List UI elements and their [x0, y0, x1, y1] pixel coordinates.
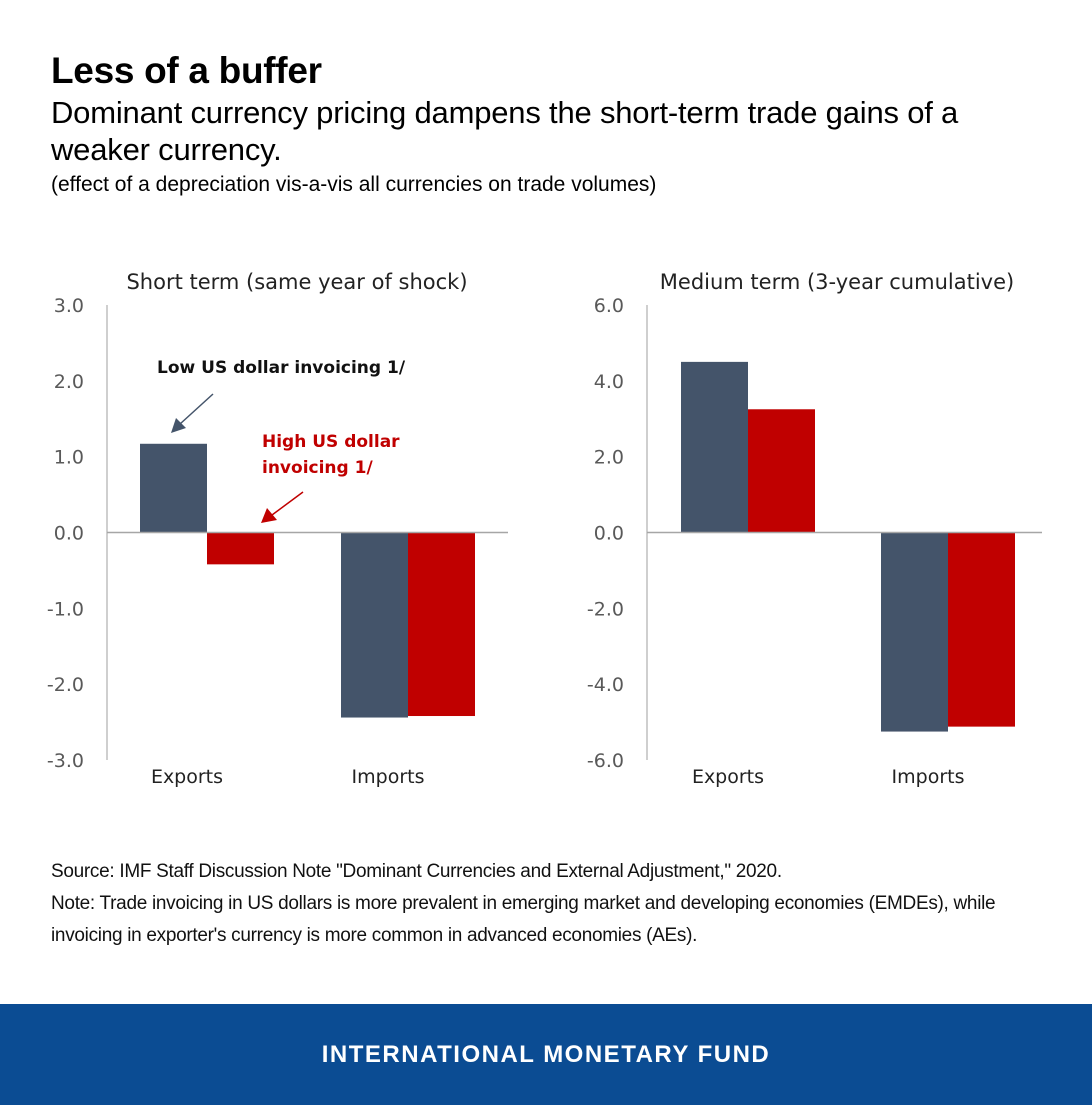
- y-tick-label: 3.0: [54, 295, 84, 317]
- y-tick-label: -4.0: [587, 674, 624, 696]
- bar-low-exports: [681, 361, 748, 533]
- medium-term-chart: Medium term (3-year cumulative) 6.0 4.0 2.0…: [540, 258, 1086, 798]
- annotation-high-usd-line1: High US dollar: [262, 432, 400, 452]
- annotation-arrowhead-low: [171, 418, 186, 433]
- medium-term-chart-svg: Medium term (3-year cumulative) 6.0 4.0 2.0…: [587, 270, 1042, 788]
- chart-header: Less of a buffer Dominant currency prici…: [51, 50, 1051, 198]
- annotation-arrow-low: [179, 393, 214, 425]
- short-term-chart-svg: Short term (same year of shock) 3.0 2.0 1.0…: [47, 270, 508, 788]
- y-tick-label: 6.0: [594, 295, 624, 317]
- bar-high-imports: [408, 532, 475, 717]
- page-title: Less of a buffer: [51, 50, 322, 91]
- page-subtitle: Dominant currency pricing dampens the sh…: [51, 95, 959, 167]
- source-note: Source: IMF Staff Discussion Note "Domin…: [51, 861, 782, 882]
- organization-name: INTERNATIONAL MONETARY FUND: [321, 1040, 771, 1068]
- x-category-label: Imports: [352, 766, 425, 788]
- bar-low-imports: [881, 532, 948, 732]
- bar-high-exports: [207, 532, 274, 565]
- annotation-high-usd-line2: invoicing 1/: [262, 458, 373, 478]
- bar-low-exports: [140, 443, 207, 533]
- bar-high-exports: [748, 409, 815, 533]
- footnotes: Source: IMF Staff Discussion Note "Domin…: [51, 856, 1051, 952]
- x-category-label: Exports: [151, 766, 223, 788]
- y-tick-label: -1.0: [47, 598, 84, 620]
- bar-high-imports: [948, 532, 1015, 727]
- annotation-arrowhead-high: [261, 508, 277, 523]
- y-tick-label: -2.0: [47, 674, 84, 696]
- y-tick-label: 0.0: [594, 523, 624, 545]
- y-tick-label: 1.0: [54, 447, 84, 469]
- annotation-low-usd: Low US dollar invoicing 1/: [157, 358, 406, 378]
- y-tick-label: 2.0: [594, 447, 624, 469]
- y-tick-label: -2.0: [587, 598, 624, 620]
- x-category-label: Exports: [692, 766, 764, 788]
- y-tick-label: -3.0: [47, 750, 84, 772]
- short-term-chart: Short term (same year of shock) 3.0 2.0 1.0…: [0, 258, 546, 798]
- chart-description: (effect of a depreciation vis-a-vis all …: [51, 173, 657, 196]
- y-tick-label: 0.0: [54, 523, 84, 545]
- y-tick-label: -6.0: [587, 750, 624, 772]
- y-tick-label: 2.0: [54, 371, 84, 393]
- y-tick-label: 4.0: [594, 371, 624, 393]
- bar-low-imports: [341, 532, 408, 718]
- x-category-label: Imports: [892, 766, 965, 788]
- chart-title: Medium term (3-year cumulative): [660, 270, 1014, 294]
- footer-bar: INTERNATIONAL MONETARY FUND: [0, 1004, 1092, 1105]
- annotation-arrow-high: [271, 491, 304, 516]
- chart-title: Short term (same year of shock): [126, 270, 467, 294]
- explanatory-note: Note: Trade invoicing in US dollars is m…: [51, 893, 996, 946]
